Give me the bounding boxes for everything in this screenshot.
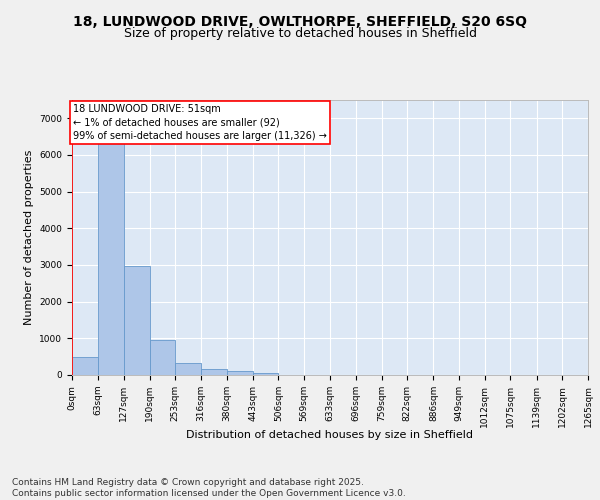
Bar — [72, 356, 98, 375]
Bar — [175, 363, 201, 375]
Text: Size of property relative to detached houses in Sheffield: Size of property relative to detached ho… — [124, 28, 476, 40]
Text: 18 LUNDWOOD DRIVE: 51sqm
← 1% of detached houses are smaller (92)
99% of semi-de: 18 LUNDWOOD DRIVE: 51sqm ← 1% of detache… — [73, 104, 326, 141]
Text: Contains HM Land Registry data © Crown copyright and database right 2025.
Contai: Contains HM Land Registry data © Crown c… — [12, 478, 406, 498]
Bar — [124, 266, 149, 375]
Bar — [253, 373, 278, 375]
Bar — [98, 138, 124, 375]
Bar — [201, 369, 227, 375]
Bar — [227, 372, 253, 375]
Text: 18, LUNDWOOD DRIVE, OWLTHORPE, SHEFFIELD, S20 6SQ: 18, LUNDWOOD DRIVE, OWLTHORPE, SHEFFIELD… — [73, 15, 527, 29]
Bar — [149, 340, 175, 375]
X-axis label: Distribution of detached houses by size in Sheffield: Distribution of detached houses by size … — [187, 430, 473, 440]
Y-axis label: Number of detached properties: Number of detached properties — [24, 150, 34, 325]
